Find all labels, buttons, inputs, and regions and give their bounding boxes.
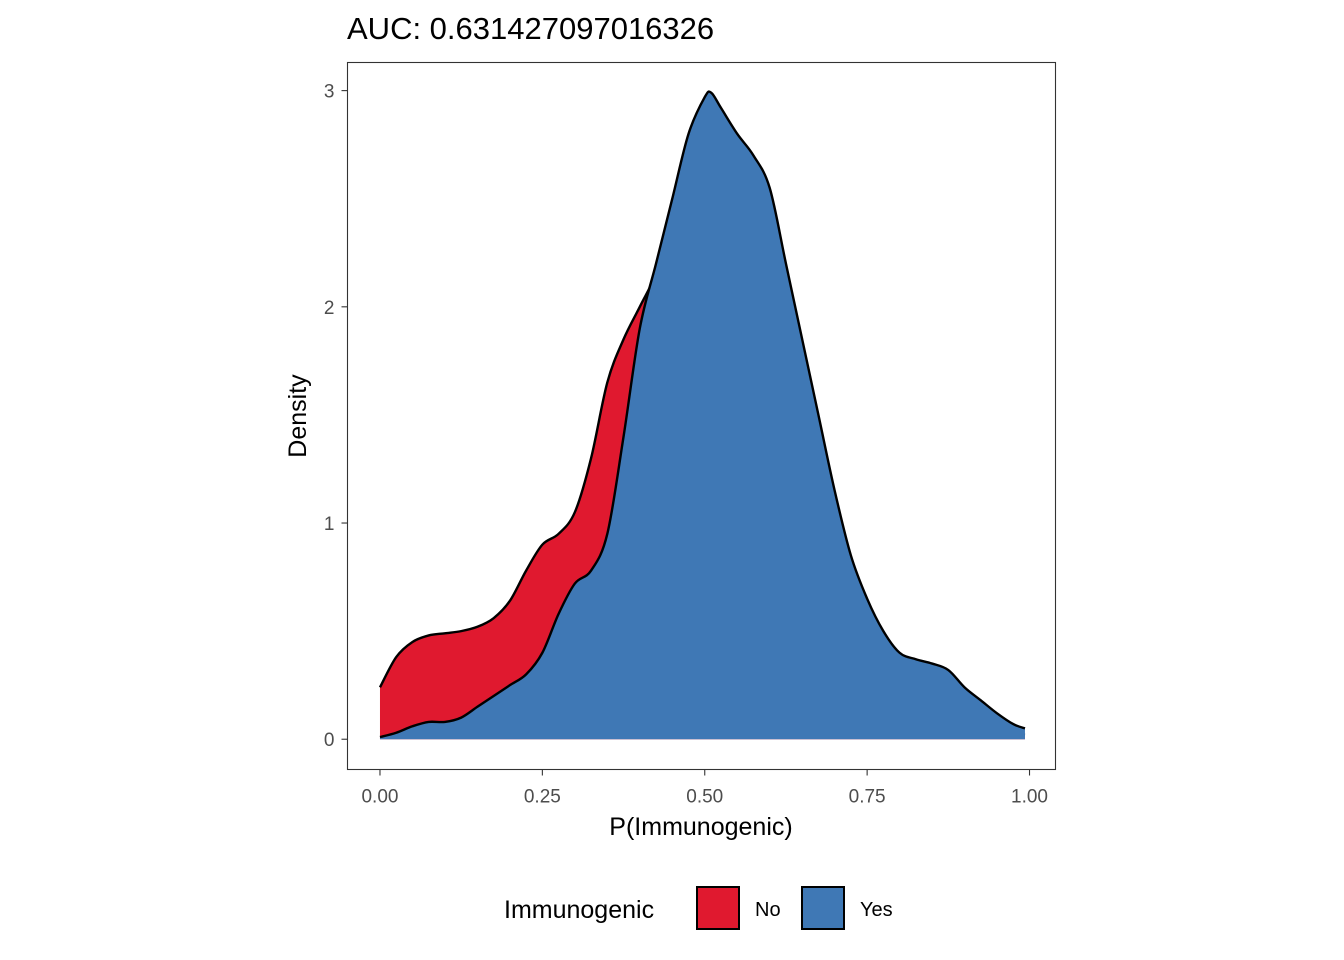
legend-key-yes <box>801 886 845 930</box>
density-outline-yes <box>379 90 1026 739</box>
y-tick-label: 1 <box>324 514 335 535</box>
x-tick-label: 1.00 <box>1011 787 1048 808</box>
x-tick-label: 0.50 <box>686 787 723 808</box>
x-tick-label: 0.00 <box>361 787 398 808</box>
legend-title: Immunogenic <box>504 896 654 924</box>
y-tick-label: 0 <box>324 730 335 751</box>
y-axis: 0 1 2 3 <box>324 82 348 751</box>
y-axis-title: Density <box>284 374 312 458</box>
legend-key-no <box>696 886 740 930</box>
legend-label-yes: Yes <box>860 899 893 921</box>
y-tick-label: 2 <box>324 298 335 319</box>
legend: Immunogenic No Yes <box>504 886 893 930</box>
density-area-yes <box>379 91 1025 740</box>
x-tick-label: 0.25 <box>524 787 561 808</box>
density-areas <box>378 90 1026 740</box>
x-tick-label: 0.75 <box>849 787 886 808</box>
chart-title: AUC: 0.631427097016326 <box>347 11 714 46</box>
plot-panel-border <box>346 61 1057 771</box>
x-axis: 0.00 0.25 0.50 0.75 1.00 <box>361 769 1048 808</box>
x-axis-title: P(Immunogenic) <box>609 813 792 841</box>
y-tick-label: 3 <box>324 82 335 103</box>
legend-label-no: No <box>755 899 781 921</box>
